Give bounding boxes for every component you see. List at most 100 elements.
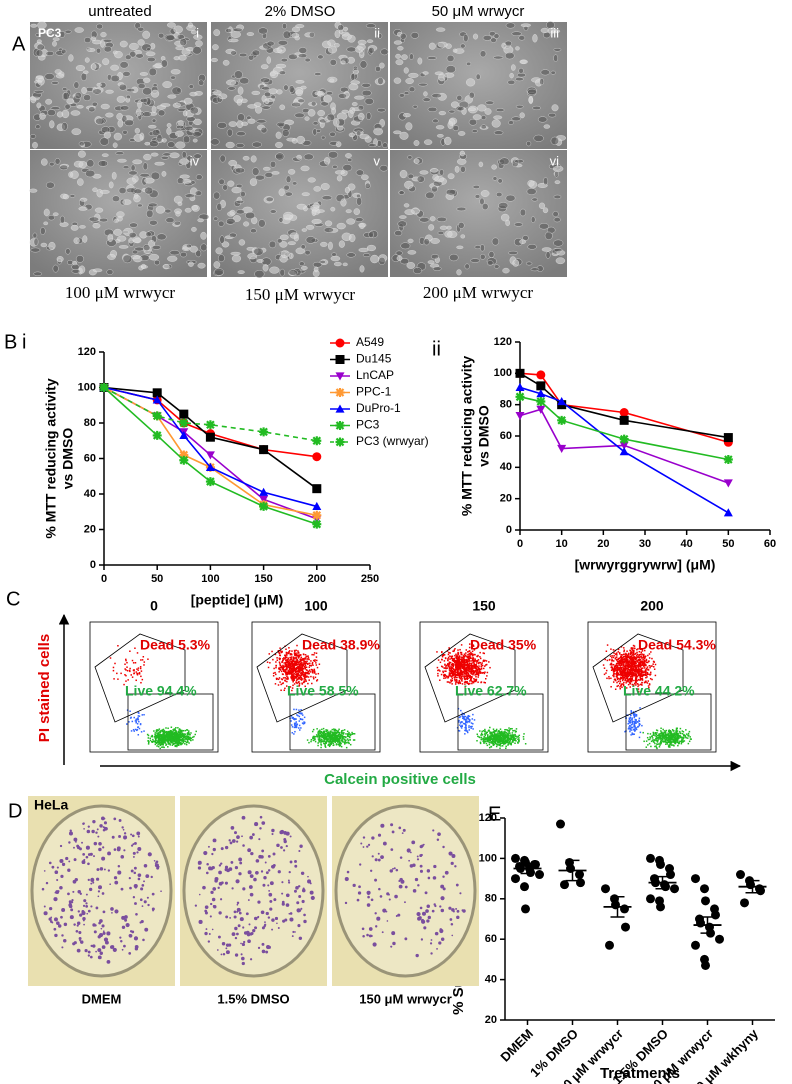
- cell: [152, 106, 156, 112]
- event-dot: [476, 679, 478, 681]
- event-dot: [457, 670, 459, 672]
- cell: [554, 217, 561, 222]
- event-dot: [177, 740, 179, 742]
- cell: [436, 125, 444, 129]
- event-dot: [177, 743, 179, 745]
- cell: [36, 76, 44, 79]
- cell: [123, 166, 129, 169]
- event-dot: [656, 732, 658, 734]
- cell: [414, 140, 419, 145]
- cell: [227, 212, 234, 217]
- event-dot: [466, 678, 468, 680]
- event-dot: [506, 732, 508, 734]
- cell: [357, 44, 365, 51]
- cell: [219, 179, 225, 185]
- event-dot: [328, 744, 330, 746]
- event-dot: [288, 647, 290, 649]
- cell: [162, 138, 166, 142]
- event-dot: [347, 742, 349, 744]
- event-dot: [463, 659, 465, 661]
- event-dot: [325, 746, 327, 748]
- marker: [724, 508, 733, 516]
- cell: [296, 90, 303, 96]
- cell: [223, 60, 229, 65]
- cell: [395, 54, 400, 59]
- y-tick-label: 20: [84, 523, 96, 535]
- event-dot: [333, 729, 335, 731]
- cell: [408, 156, 412, 159]
- axis-label: Calcein positive cells: [324, 771, 476, 788]
- event-dot: [299, 725, 301, 727]
- cell: [516, 105, 523, 108]
- event-dot: [332, 734, 334, 736]
- image-numeral: iii: [550, 25, 559, 40]
- event-dot: [465, 659, 467, 661]
- cell: [127, 88, 135, 91]
- cell: [143, 154, 151, 160]
- event-dot: [302, 719, 304, 721]
- cell: [327, 114, 335, 121]
- cell: [170, 250, 180, 255]
- event-dot: [481, 672, 483, 674]
- event-dot: [167, 746, 169, 748]
- event-dot: [481, 664, 483, 666]
- cell: [404, 181, 413, 189]
- event-dot: [454, 655, 456, 657]
- data-point: [746, 880, 755, 889]
- condition-label: 50 μM wrwycr: [432, 3, 525, 20]
- y-tick-label: 120: [479, 812, 497, 824]
- event-dot: [274, 672, 276, 674]
- event-dot: [300, 673, 302, 675]
- event-dot: [466, 662, 468, 664]
- cell: [96, 24, 102, 29]
- y-tick-label: 40: [500, 461, 512, 473]
- event-dot: [133, 673, 135, 675]
- cell: [406, 78, 414, 84]
- y-tick-label: 60: [485, 933, 497, 945]
- event-dot: [462, 659, 464, 661]
- cell: [87, 160, 94, 167]
- cell: [252, 142, 262, 147]
- event-dot: [448, 665, 450, 667]
- cell: [260, 78, 270, 83]
- event-dot: [300, 657, 302, 659]
- cell: [149, 140, 158, 146]
- cell: [448, 173, 454, 178]
- event-dot: [296, 676, 298, 678]
- cell: [367, 245, 376, 251]
- data-point: [605, 941, 614, 950]
- event-dot: [303, 723, 305, 725]
- event-dot: [183, 741, 185, 743]
- event-dot: [452, 663, 454, 665]
- event-dot: [463, 667, 465, 669]
- event-dot: [467, 661, 469, 663]
- cell: [473, 185, 480, 188]
- event-dot: [135, 719, 137, 721]
- event-dot: [321, 741, 323, 743]
- event-dot: [470, 680, 472, 682]
- event-dot: [660, 730, 662, 732]
- cell: [108, 234, 113, 242]
- event-dot: [476, 656, 478, 658]
- event-dot: [481, 737, 483, 739]
- cell: [406, 123, 413, 131]
- cell: [351, 73, 355, 80]
- marker: [259, 427, 268, 436]
- cell: [166, 218, 174, 223]
- cell: [142, 112, 151, 117]
- event-dot: [128, 721, 130, 723]
- event-dot: [140, 724, 142, 726]
- event-dot: [325, 737, 327, 739]
- event-dot: [138, 734, 140, 736]
- cell: [309, 32, 314, 37]
- event-dot: [331, 739, 333, 741]
- cell: [153, 65, 162, 68]
- cell: [245, 212, 255, 219]
- cell: [190, 107, 198, 114]
- event-dot: [472, 728, 474, 730]
- cell: [148, 203, 157, 207]
- event-dot: [442, 666, 444, 668]
- cell: [171, 69, 180, 74]
- event-dot: [291, 650, 293, 652]
